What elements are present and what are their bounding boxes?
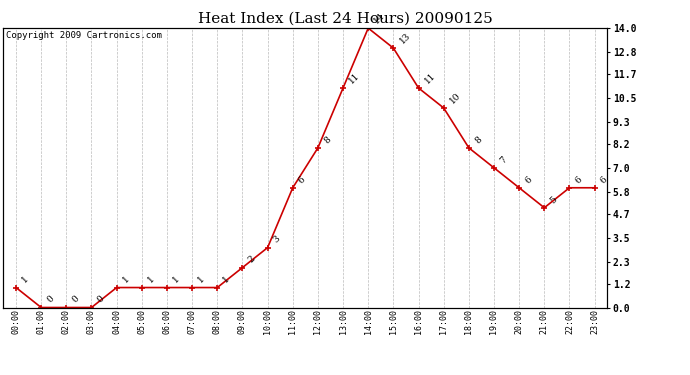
Text: 10: 10 xyxy=(448,91,462,105)
Text: 6: 6 xyxy=(297,174,307,185)
Text: 1: 1 xyxy=(20,274,30,285)
Text: 8: 8 xyxy=(322,135,333,145)
Text: 2: 2 xyxy=(246,255,257,265)
Text: 6: 6 xyxy=(573,174,584,185)
Text: Heat Index (Last 24 Hours) 20090125: Heat Index (Last 24 Hours) 20090125 xyxy=(197,11,493,25)
Text: 1: 1 xyxy=(196,274,207,285)
Text: 0: 0 xyxy=(70,294,81,305)
Text: 1: 1 xyxy=(221,274,232,285)
Text: 13: 13 xyxy=(397,31,412,45)
Text: 0: 0 xyxy=(96,294,106,305)
Text: Copyright 2009 Cartronics.com: Copyright 2009 Cartronics.com xyxy=(6,31,162,40)
Text: 7: 7 xyxy=(498,154,509,165)
Text: 3: 3 xyxy=(272,234,282,245)
Text: 0: 0 xyxy=(46,294,56,305)
Text: 6: 6 xyxy=(523,174,534,185)
Text: 6: 6 xyxy=(599,174,609,185)
Text: 11: 11 xyxy=(347,71,362,85)
Text: 14: 14 xyxy=(373,11,387,26)
Text: 5: 5 xyxy=(549,194,559,205)
Text: 8: 8 xyxy=(473,135,484,145)
Text: 11: 11 xyxy=(423,71,437,85)
Text: 1: 1 xyxy=(146,274,157,285)
Text: 1: 1 xyxy=(171,274,181,285)
Text: 1: 1 xyxy=(121,274,131,285)
